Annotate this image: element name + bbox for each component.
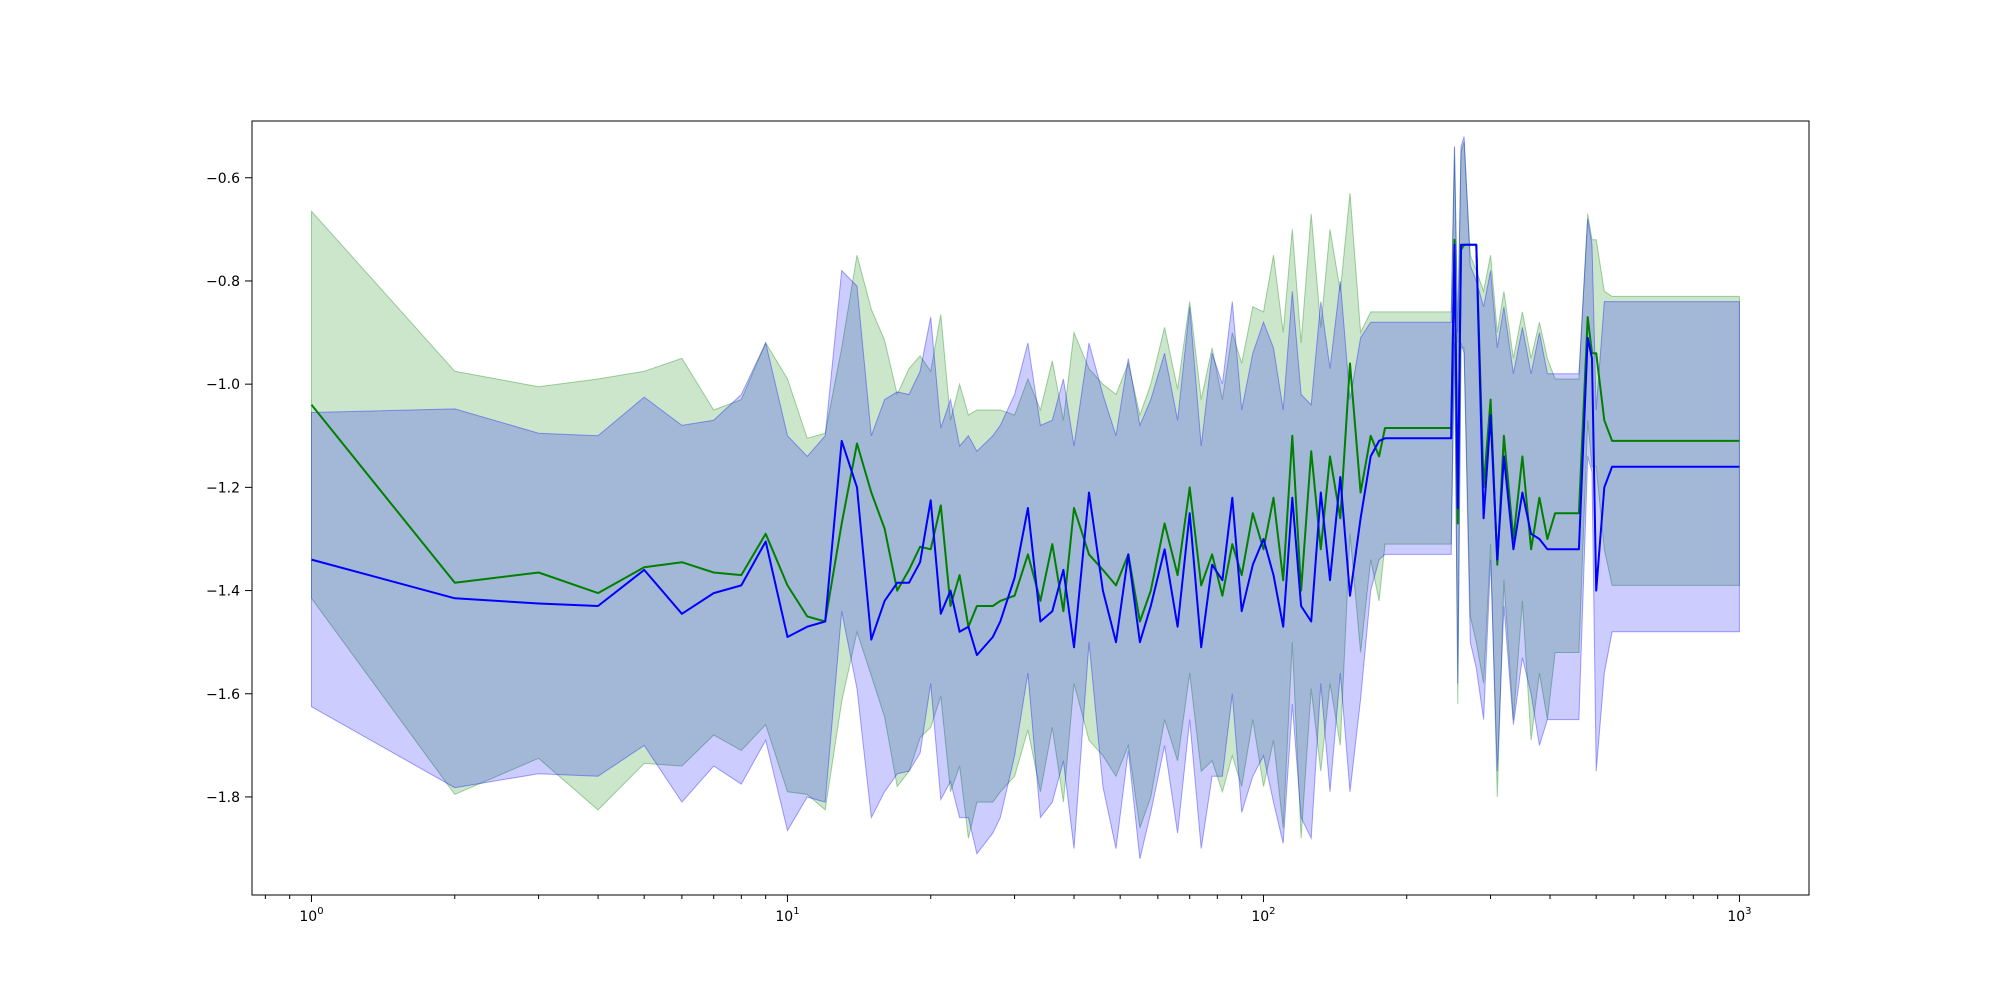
series-layer — [310, 136, 1740, 860]
y-tick-label: −1.0 — [206, 377, 240, 393]
y-tick-label: −1.6 — [206, 687, 240, 703]
y-axis: −1.8 −1.6 −1.4 −1.2 −1.0 −0.8 −0.6 — [206, 171, 252, 806]
x-tick-label: 102 — [1251, 906, 1275, 925]
x-axis: 100 101 102 103 — [264, 895, 1752, 925]
series-1-line — [310, 238, 1740, 628]
series-2-band — [311, 136, 1740, 860]
series-1-band — [311, 141, 1740, 839]
y-tick-label: −1.2 — [206, 480, 240, 496]
y-tick-label: −1.8 — [206, 790, 240, 806]
y-tick-label: −0.8 — [206, 274, 240, 290]
y-tick-label: −0.6 — [206, 171, 240, 187]
y-tick-label: −1.4 — [206, 584, 240, 600]
x-tick-label: 103 — [1727, 906, 1751, 925]
plot-frame — [251, 120, 1810, 896]
series-2-line — [311, 243, 1740, 657]
x-tick-label: 101 — [775, 906, 799, 925]
x-tick-label: 100 — [299, 906, 323, 925]
